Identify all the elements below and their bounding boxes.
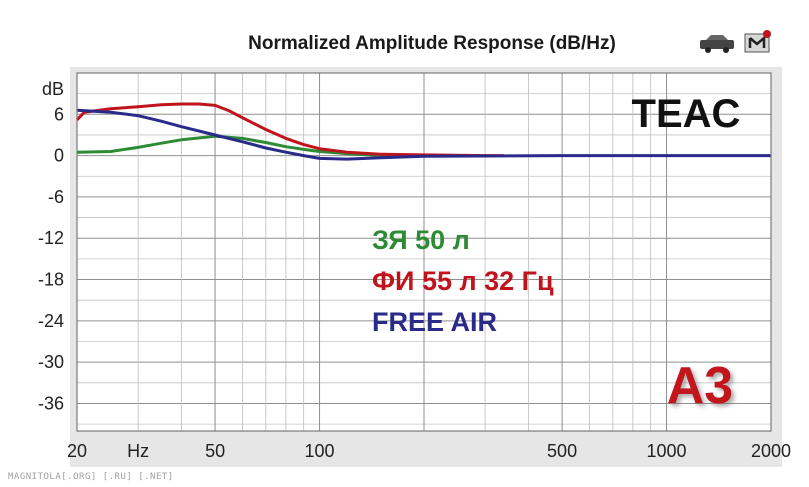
x-tick-label: 500 — [547, 441, 577, 461]
a3-logo: A3 — [667, 357, 733, 415]
x-unit-label: Hz — [127, 441, 149, 461]
series-line-1 — [76, 134, 391, 158]
legend-entry-1: ЗЯ 50 л — [372, 225, 470, 255]
chart: dB 6 0 -6 -12 -18 -24 -30 -36 20 50 100 500 1000 2000… — [38, 30, 791, 467]
x-tick-label: 20 — [67, 441, 87, 461]
chart-title: Normalized Amplitude Response (dB/Hz) — [248, 33, 616, 54]
x-tick-labels: 20 50 100 500 1000 2000 Hz — [67, 441, 791, 461]
brand-label: TEAC — [632, 92, 741, 136]
x-tick-label: 50 — [205, 441, 225, 461]
y-tick-label: 0 — [54, 146, 64, 166]
legend-entry-2: ФИ 55 л 32 Гц — [372, 266, 554, 296]
series-line-3 — [76, 108, 771, 161]
x-tick-label: 2000 — [751, 441, 791, 461]
y-tick-label: -36 — [38, 393, 64, 413]
watermark: MAGNITOLA[.ORG] [.RU] [.NET] — [8, 472, 174, 482]
series-line-2 — [75, 102, 504, 158]
magnitola-logo-icon — [744, 30, 771, 53]
y-tick-label: -18 — [38, 270, 64, 290]
x-tick-label: 100 — [305, 441, 335, 461]
car-icon — [700, 35, 734, 53]
y-tick-label: -24 — [38, 311, 64, 331]
y-tick-label: 6 — [54, 104, 64, 124]
grid — [77, 73, 771, 431]
y-tick-labels: dB 6 0 -6 -12 -18 -24 -30 -36 — [38, 79, 64, 414]
y-tick-label: -6 — [48, 187, 64, 207]
y-unit-label: dB — [42, 79, 64, 99]
plot-border — [76, 72, 772, 432]
x-tick-label: 1000 — [647, 441, 687, 461]
series-lines — [75, 102, 771, 161]
y-tick-label: -30 — [38, 352, 64, 372]
y-tick-label: -12 — [38, 228, 64, 248]
legend-entry-3: FREE AIR — [372, 307, 497, 337]
legend: ЗЯ 50 л ФИ 55 л 32 Гц FREE AIR — [372, 225, 554, 337]
